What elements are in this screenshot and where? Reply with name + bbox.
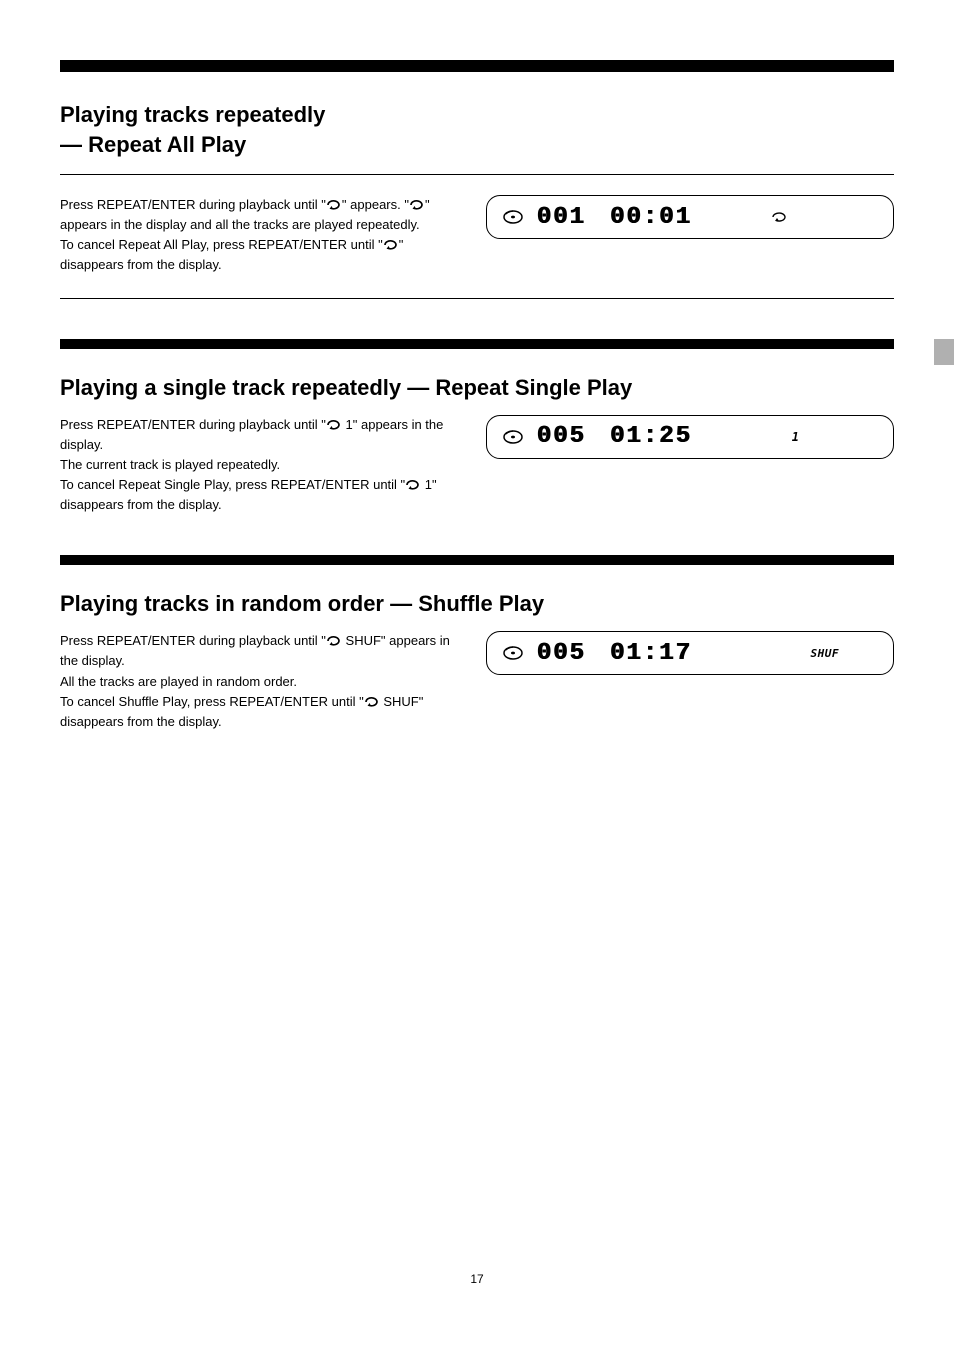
lcd-repeat-all: 001 00:01 [486,195,894,239]
section-shuffle: Playing tracks in random order — Shuffle… [60,591,894,732]
section-repeat-single: Playing a single track repeatedly — Repe… [60,375,894,516]
heading-repeat-all: Playing tracks repeatedly [60,102,894,128]
top-black-bar [60,60,894,72]
lcd-time: 00:01 [610,204,692,231]
instructions-repeat-single: Press REPEAT/ENTER during playback until… [60,415,450,516]
repeat-one-indicator: 1 [792,430,799,444]
repeat-icon [326,199,342,211]
repeat-icon [383,239,399,251]
repeat-icon [364,696,380,708]
lcd-shuffle: 005 01:17 SHUF [486,631,894,675]
disc-icon [503,646,523,660]
repeat-icon [409,199,425,211]
section-divider [60,555,894,565]
lcd-time: 01:17 [610,640,692,667]
repeat-icon [326,635,342,647]
repeat-icon [326,419,342,431]
shuf-indicator: SHUF [811,647,840,660]
page-number: 17 [60,1272,894,1286]
lcd-track: 001 [537,204,586,231]
rule [60,298,894,299]
section-repeat-all: Playing tracks repeatedly — Repeat All P… [60,102,894,299]
disc-icon [503,210,523,224]
lcd-repeat-single: 005 01:25 1 [486,415,894,459]
instructions-repeat-all: Press REPEAT/ENTER during playback until… [60,195,450,276]
repeat-icon [405,479,421,491]
section-divider [60,339,894,349]
lcd-track: 005 [537,423,586,450]
instructions-shuffle: Press REPEAT/ENTER during playback until… [60,631,450,732]
lcd-time: 01:25 [610,423,692,450]
rule [60,174,894,175]
heading-repeat-single: Playing a single track repeatedly — Repe… [60,375,894,401]
lcd-track: 005 [537,640,586,667]
disc-icon [503,430,523,444]
subheading-repeat-all: — Repeat All Play [60,132,894,158]
repeat-indicator-icon [771,211,789,223]
heading-shuffle: Playing tracks in random order — Shuffle… [60,591,894,617]
